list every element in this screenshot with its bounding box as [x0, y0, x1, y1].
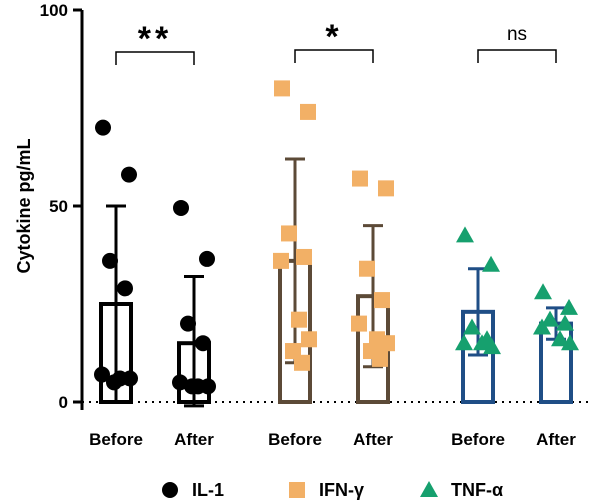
data-point — [172, 374, 188, 391]
data-point — [556, 314, 574, 331]
data-point — [374, 292, 390, 309]
x-tick-label: After — [353, 430, 393, 449]
significance-bracket — [115, 51, 195, 65]
significance-label: ns — [507, 24, 527, 45]
data-point — [483, 338, 501, 355]
data-points — [94, 80, 579, 395]
data-point — [561, 334, 579, 351]
data-point — [281, 225, 297, 242]
data-point — [378, 180, 394, 197]
data-point — [473, 334, 491, 351]
data-point — [551, 330, 569, 347]
data-point — [106, 374, 122, 391]
axes: 0 50 100 Cytokine pg/mL — [14, 1, 590, 412]
data-point — [94, 366, 110, 383]
x-tick-label: After — [174, 430, 214, 449]
significance-label: * — [325, 18, 342, 56]
significance-brackets: ** * ns — [115, 18, 557, 65]
data-point — [300, 103, 316, 120]
data-point — [534, 283, 552, 300]
legend-marker-IFN-γ — [289, 482, 305, 498]
data-point — [184, 378, 200, 395]
legend-marker-TNF-α — [420, 481, 438, 497]
data-point — [379, 335, 395, 352]
legend-marker-IL-1 — [162, 482, 178, 498]
data-point — [117, 280, 133, 297]
data-point — [274, 80, 290, 97]
significance-bracket — [294, 49, 374, 63]
data-point — [296, 248, 312, 265]
data-point — [294, 354, 310, 371]
data-point — [273, 252, 289, 269]
data-point — [482, 255, 500, 272]
data-point — [195, 335, 211, 352]
data-point — [455, 334, 473, 351]
data-point — [352, 170, 368, 187]
data-point — [301, 331, 317, 348]
y-tick-label: 100 — [40, 1, 68, 20]
data-point — [291, 311, 307, 328]
data-point — [180, 315, 196, 332]
data-point — [200, 378, 216, 395]
legend-label: IFN-γ — [319, 480, 364, 500]
data-point — [456, 226, 474, 243]
data-point — [351, 315, 367, 332]
significance-label: ** — [138, 20, 172, 58]
data-point — [463, 318, 481, 335]
data-point — [102, 252, 118, 269]
legend: IL-1 IFN-γ TNF-α — [162, 480, 503, 500]
y-tick-label: 0 — [59, 393, 68, 412]
y-axis-label: Cytokine pg/mL — [14, 138, 34, 273]
x-tick-label: Before — [268, 430, 322, 449]
data-point — [95, 119, 111, 136]
data-point — [173, 199, 189, 216]
data-point — [121, 166, 137, 183]
data-point — [560, 298, 578, 315]
legend-label: IL-1 — [192, 480, 224, 500]
x-tick-label: Before — [89, 430, 143, 449]
data-point — [372, 350, 388, 367]
bars — [99, 157, 573, 408]
significance-bracket — [477, 49, 557, 63]
data-point — [122, 370, 138, 387]
data-point — [359, 260, 375, 277]
x-tick-label: After — [536, 430, 576, 449]
data-point — [541, 310, 559, 327]
y-tick-label: 50 — [49, 197, 68, 216]
data-point — [199, 250, 215, 267]
x-tick-label: Before — [451, 430, 505, 449]
data-point — [533, 318, 551, 335]
legend-label: TNF-α — [451, 480, 503, 500]
x-tick-labels: Before After Before After Before After — [89, 430, 576, 449]
